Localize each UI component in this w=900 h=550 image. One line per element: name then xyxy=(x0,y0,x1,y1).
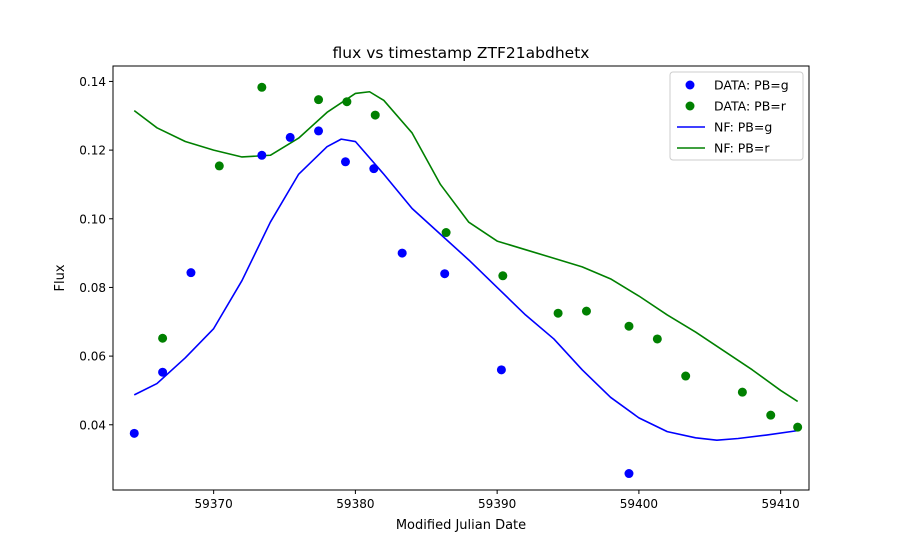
data-point-data-pb-r xyxy=(441,228,451,238)
series-line-nf-pb-r xyxy=(133,90,799,403)
legend-label-nf-r: NF: PB=r xyxy=(714,141,770,156)
legend-marker-data-r xyxy=(685,101,695,111)
series-line-nf-pb-g xyxy=(133,138,798,442)
y-tick-label: 0.06 xyxy=(79,350,106,364)
legend-label-nf-g: NF: PB=g xyxy=(714,120,772,135)
legend-marker-data-g xyxy=(685,80,695,90)
data-point-data-pb-r xyxy=(737,387,747,397)
y-axis-ticks: 0.04 0.06 0.08 0.10 0.12 0.14 xyxy=(79,75,113,432)
data-point-data-pb-r xyxy=(342,97,352,107)
data-point-data-pb-g xyxy=(340,157,350,167)
data-point-data-pb-r xyxy=(581,306,591,316)
plot-frame xyxy=(112,65,810,491)
data-point-data-pb-r xyxy=(681,371,691,381)
legend: DATA: PB=g DATA: PB=r NF: PB=g NF: PB=r xyxy=(669,71,804,161)
x-axis-label: Modified Julian Date xyxy=(396,518,526,533)
data-point-data-pb-r xyxy=(257,82,267,92)
x-axis-ticks: 59370 59380 59390 59400 59410 xyxy=(195,490,800,511)
x-tick-label: 59410 xyxy=(762,497,800,511)
plot-area xyxy=(112,65,810,491)
data-point-data-pb-g xyxy=(496,365,506,375)
y-axis-label: Flux xyxy=(53,264,68,291)
y-tick-label: 0.10 xyxy=(79,212,106,226)
legend-label-data-r: DATA: PB=r xyxy=(714,99,787,114)
x-tick-label: 59390 xyxy=(478,497,516,511)
data-point-data-pb-g xyxy=(397,248,407,258)
data-point-data-pb-g xyxy=(624,469,634,479)
data-point-data-pb-g xyxy=(158,367,168,377)
data-point-data-pb-r xyxy=(624,321,634,331)
data-point-data-pb-r xyxy=(652,334,662,344)
legend-label-data-g: DATA: PB=g xyxy=(714,78,789,93)
data-point-data-pb-g xyxy=(369,164,379,174)
y-tick-label: 0.04 xyxy=(79,418,106,432)
data-point-data-pb-r xyxy=(498,271,508,281)
x-tick-label: 59380 xyxy=(336,497,374,511)
chart-title: flux vs timestamp ZTF21abdhetx xyxy=(333,44,590,62)
y-tick-label: 0.08 xyxy=(79,281,106,295)
data-point-data-pb-g xyxy=(440,269,450,279)
data-point-data-pb-g xyxy=(314,126,324,136)
legend-box xyxy=(669,71,804,161)
data-point-data-pb-r xyxy=(314,95,324,105)
data-point-data-pb-r xyxy=(214,161,224,171)
data-point-data-pb-g xyxy=(285,132,295,142)
data-point-data-pb-g xyxy=(186,268,196,278)
data-point-data-pb-r xyxy=(370,110,380,120)
data-point-data-pb-r xyxy=(766,410,776,420)
y-tick-label: 0.12 xyxy=(79,144,106,158)
data-point-data-pb-g xyxy=(129,428,139,438)
x-tick-label: 59370 xyxy=(195,497,233,511)
y-tick-label: 0.14 xyxy=(79,75,106,89)
data-point-data-pb-r xyxy=(158,333,168,343)
data-point-data-pb-g xyxy=(257,150,267,160)
data-point-data-pb-r xyxy=(553,308,563,318)
x-tick-label: 59400 xyxy=(620,497,658,511)
data-point-data-pb-r xyxy=(793,422,803,432)
series-layer xyxy=(129,82,803,479)
